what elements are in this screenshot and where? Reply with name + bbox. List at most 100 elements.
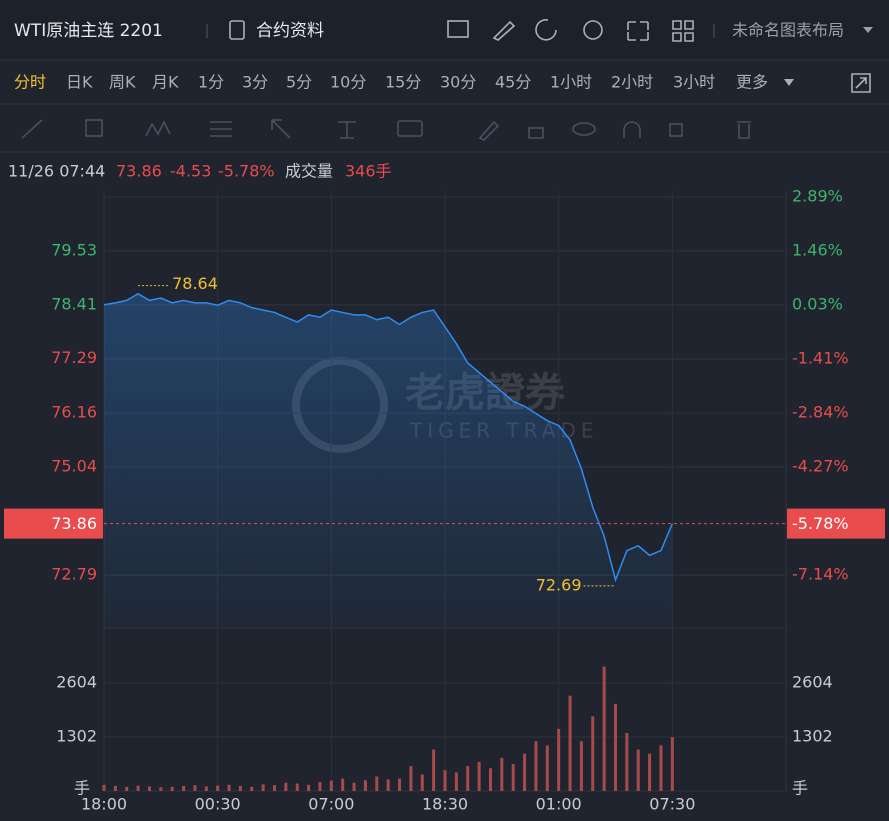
lock-tool[interactable] [528, 127, 544, 139]
volume-bar [284, 782, 288, 791]
symbol-title[interactable]: WTI原油主连 2201 [14, 21, 163, 41]
volume-tick-label: 1302 [56, 727, 97, 746]
magnet-tool[interactable] [623, 121, 641, 138]
volume-bar [136, 785, 140, 791]
tab[interactable]: 分时 [14, 73, 46, 92]
volume-bar [625, 732, 629, 791]
tab[interactable]: 45分 [495, 73, 531, 92]
rect-tool[interactable] [85, 119, 103, 137]
volume-bar [579, 741, 583, 791]
volume-bar [182, 786, 186, 791]
volume-bar [602, 666, 606, 791]
volume-bar [432, 749, 436, 791]
volume-bar [352, 782, 356, 791]
volume-bar [193, 785, 197, 791]
arrow-tool[interactable] [271, 119, 291, 139]
x-tick-label: 18:30 [422, 795, 468, 814]
y-tick-label: 79.53 [51, 240, 97, 259]
number-tool[interactable] [397, 120, 423, 137]
tab[interactable]: 5分 [286, 73, 312, 92]
settings-icon[interactable] [583, 20, 603, 40]
volume-bar [102, 784, 106, 791]
tab[interactable]: 3分 [242, 73, 268, 92]
undo-icon[interactable] [535, 19, 557, 41]
volume-bar [534, 741, 538, 791]
volume-bar [307, 784, 311, 791]
contract-button[interactable]: 合约资料 [256, 21, 324, 41]
info-volume-label: 成交量 [285, 162, 333, 181]
volume-zero-label: 手 [792, 779, 808, 798]
y-tick-label: 75.04 [51, 456, 97, 475]
tab[interactable]: 1小时 [550, 73, 592, 92]
tab[interactable]: 月K [152, 73, 179, 92]
tab[interactable]: 1分 [198, 73, 224, 92]
volume-bar [375, 776, 379, 791]
delete-tool[interactable] [737, 121, 751, 139]
edit-icon[interactable] [492, 20, 516, 41]
current-price-box [4, 508, 103, 539]
tab[interactable]: 周K [109, 73, 136, 92]
price-line [103, 292, 674, 583]
current-pct-box [787, 508, 885, 539]
volume-bar [341, 778, 345, 791]
brush-tool[interactable] [478, 120, 500, 141]
volume-bar [113, 786, 117, 791]
chart-icon[interactable] [447, 20, 469, 38]
volume-bar [125, 786, 129, 791]
x-tick-label: 18:00 [81, 795, 127, 814]
volume-bar [511, 764, 515, 791]
eye-tool[interactable] [572, 122, 596, 136]
volume-bar [409, 766, 413, 791]
price-area [104, 293, 673, 628]
tab[interactable]: 10分 [330, 73, 366, 92]
volume-bar [523, 753, 527, 791]
grid-icon[interactable] [672, 20, 694, 42]
dropdown-arrow[interactable] [863, 27, 873, 33]
y2-tick-label: 1.46% [792, 240, 843, 259]
volume-bar [329, 780, 333, 791]
tab[interactable]: 3小时 [673, 73, 715, 92]
volume-bar [568, 695, 572, 791]
y-tick-label: 77.29 [51, 348, 97, 367]
volume-bar [170, 786, 174, 791]
volume-bar [614, 703, 617, 791]
layout-button[interactable]: 未命名图表布局 [732, 21, 844, 40]
doc-icon[interactable] [229, 20, 245, 40]
volume-bar [659, 745, 663, 791]
volume-bar [204, 786, 208, 791]
low-label: 72.69 [536, 575, 582, 594]
volume-bar [591, 716, 595, 791]
fib-tool[interactable] [210, 121, 232, 137]
y2-tick-label: -4.27% [792, 456, 849, 475]
y-tick-label: 76.16 [51, 402, 97, 421]
pattern-tool[interactable] [145, 120, 171, 137]
line-tool[interactable] [21, 119, 43, 139]
y2-tick-label: 0.03% [792, 294, 843, 313]
volume-bar [318, 781, 322, 791]
text-tool[interactable] [338, 121, 356, 139]
fullscreen-icon[interactable] [627, 21, 649, 41]
volume-bar [636, 749, 640, 791]
volume-bar [363, 780, 367, 791]
tab[interactable]: 15分 [385, 73, 421, 92]
tab[interactable]: 更多 [736, 73, 768, 92]
volume-bar [670, 737, 674, 791]
x-tick-label: 07:00 [308, 795, 354, 814]
dropdown-arrow[interactable] [784, 79, 794, 86]
tab[interactable]: 30分 [440, 73, 476, 92]
header-bar [0, 0, 889, 60]
volume-bar [261, 784, 265, 791]
expand-icon[interactable] [851, 73, 871, 93]
volume-bar [443, 770, 447, 791]
tab[interactable]: 2小时 [611, 73, 653, 92]
layer-tool[interactable] [669, 123, 683, 137]
header-icons[interactable] [447, 19, 694, 42]
info-change-pct: -5.78% [218, 162, 275, 181]
volume-bar [398, 778, 402, 791]
volume-bar [477, 761, 481, 791]
y2-tick-label: -7.14% [792, 565, 849, 584]
info-price: 73.86 [116, 162, 162, 181]
tab[interactable]: 日K [66, 73, 93, 92]
volume-bar [273, 785, 276, 791]
